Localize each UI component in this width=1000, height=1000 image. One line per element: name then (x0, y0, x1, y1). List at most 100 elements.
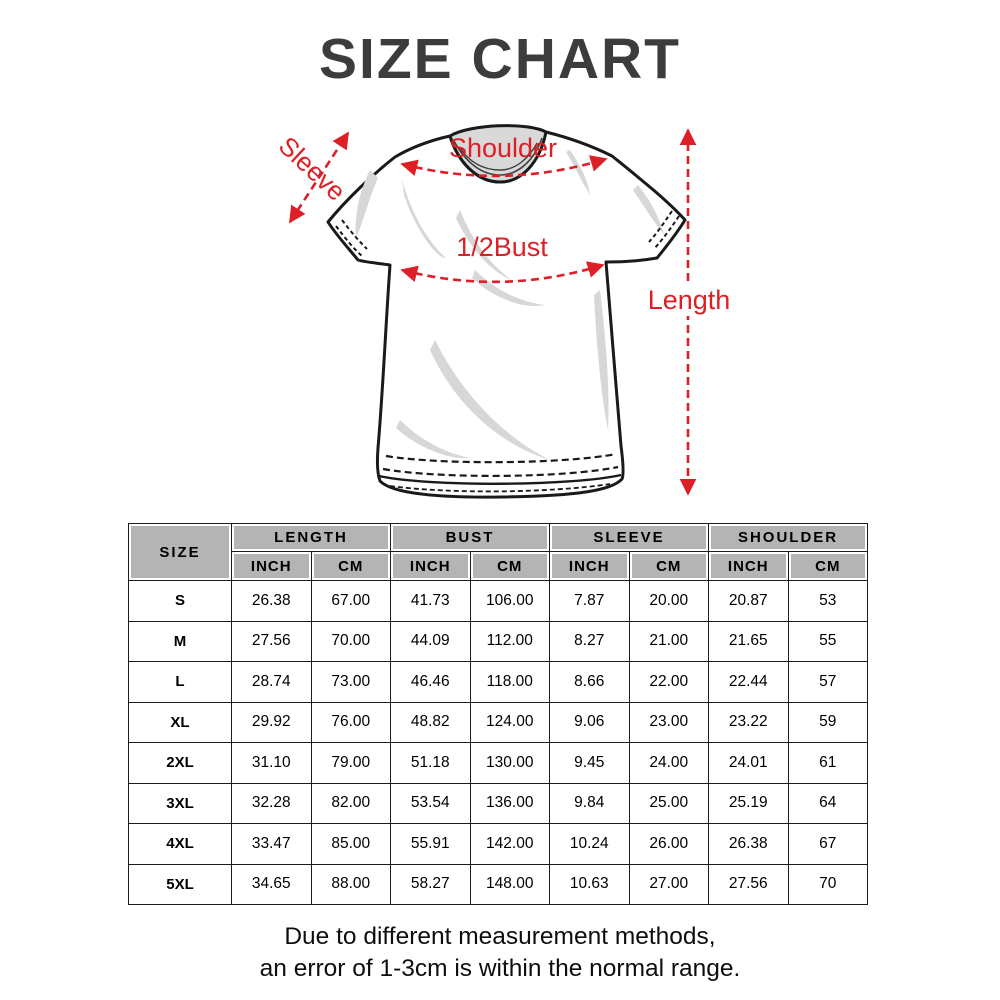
value-cell: 26.38 (231, 580, 312, 622)
value-cell: 46.46 (390, 661, 471, 703)
value-cell: 59 (787, 701, 869, 743)
size-table: SIZE LENGTH BUST SLEEVE SHOULDER INCH CM… (128, 523, 869, 905)
column-group-sleeve: SLEEVE (549, 523, 710, 552)
value-cell: 26.00 (628, 823, 710, 865)
value-cell: 26.38 (708, 823, 789, 865)
value-cell: 28.74 (231, 661, 312, 703)
value-cell: 70 (787, 863, 869, 905)
value-cell: 57 (787, 661, 869, 703)
value-cell: 136.00 (469, 782, 551, 824)
value-cell: 148.00 (469, 863, 551, 905)
value-cell: 32.28 (231, 782, 312, 824)
tshirt-measurement-diagram: Sleeve Shoulder 1/2Bust Length (250, 90, 750, 520)
tshirt-body-drawing (326, 124, 687, 499)
value-cell: 24.01 (708, 742, 789, 784)
value-cell: 10.63 (549, 863, 630, 905)
length-label: Length (648, 285, 731, 315)
shoulder-label: Shoulder (449, 133, 557, 163)
size-table-body: S 26.38 67.00 41.73 106.00 7.87 20.00 20.87 53 M 2… (128, 580, 869, 905)
value-cell: 142.00 (469, 823, 551, 865)
table-row: 4XL 33.47 85.00 55.91 142.00 10.24 26.00 26.38 6… (128, 823, 869, 865)
value-cell: 29.92 (231, 701, 312, 743)
value-cell: 67 (787, 823, 869, 865)
value-cell: 27.56 (708, 863, 789, 905)
page-title: SIZE CHART (319, 27, 681, 91)
footer-note: Due to different measurement methods, an… (0, 921, 1000, 985)
sleeve-label: Sleeve (273, 130, 352, 206)
value-cell: 21.00 (628, 620, 710, 662)
value-cell: 21.65 (708, 620, 789, 662)
table-group-header-row: SIZE LENGTH BUST SLEEVE SHOULDER (128, 523, 869, 581)
value-cell: 27.00 (628, 863, 710, 905)
value-cell: 130.00 (469, 742, 551, 784)
size-cell: XL (128, 701, 232, 743)
value-cell: 51.18 (390, 742, 471, 784)
table-row: S 26.38 67.00 41.73 106.00 7.87 20.00 20.87 53 (128, 580, 869, 622)
bust-label: 1/2Bust (456, 232, 548, 262)
value-cell: 70.00 (310, 620, 392, 662)
size-cell: L (128, 661, 232, 703)
value-cell: 48.82 (390, 701, 471, 743)
value-cell: 106.00 (469, 580, 551, 622)
value-cell: 118.00 (469, 661, 551, 703)
table-row: 2XL 31.10 79.00 51.18 130.00 9.45 24.00 24.01 61 (128, 742, 869, 784)
value-cell: 9.84 (549, 782, 630, 824)
value-cell: 8.66 (549, 661, 630, 703)
value-cell: 82.00 (310, 782, 392, 824)
value-cell: 20.00 (628, 580, 710, 622)
value-cell: 27.56 (231, 620, 312, 662)
column-header-cm: CM (310, 551, 392, 581)
table-unit-header-row: INCH CM INCH CM INCH CM INCH CM (129, 551, 869, 581)
value-cell: 76.00 (310, 701, 392, 743)
value-cell: 33.47 (231, 823, 312, 865)
table-row: L 28.74 73.00 46.46 118.00 8.66 22.00 22.44 57 (128, 661, 869, 703)
value-cell: 7.87 (549, 580, 630, 622)
value-cell: 85.00 (310, 823, 392, 865)
value-cell: 10.24 (549, 823, 630, 865)
table-row: M 27.56 70.00 44.09 112.00 8.27 21.00 21.65 55 (128, 620, 869, 662)
footer-line-2: an error of 1-3cm is within the normal r… (259, 955, 741, 982)
table-row: 3XL 32.28 82.00 53.54 136.00 9.84 25.00 25.19 64 (128, 782, 869, 824)
size-cell: M (128, 620, 232, 662)
value-cell: 23.00 (628, 701, 710, 743)
footer-line-1: Due to different measurement methods, (284, 923, 716, 950)
column-header-inch: INCH (231, 551, 312, 581)
size-table-container: SIZE LENGTH BUST SLEEVE SHOULDER INCH CM… (128, 523, 869, 905)
size-cell: 3XL (128, 782, 232, 824)
value-cell: 24.00 (628, 742, 710, 784)
value-cell: 41.73 (390, 580, 471, 622)
size-cell: 4XL (128, 823, 232, 865)
length-label-bg (647, 285, 731, 316)
value-cell: 64 (787, 782, 869, 824)
stitching (335, 210, 680, 493)
value-cell: 34.65 (231, 863, 312, 905)
column-group-shoulder: SHOULDER (708, 523, 869, 552)
value-cell: 20.87 (708, 580, 789, 622)
column-header-inch: INCH (708, 551, 789, 581)
tshirt-illustration: Sleeve Shoulder 1/2Bust Length (273, 124, 731, 499)
value-cell: 79.00 (310, 742, 392, 784)
column-header-size: SIZE (128, 523, 232, 581)
value-cell: 22.44 (708, 661, 789, 703)
value-cell: 67.00 (310, 580, 392, 622)
table-row: 5XL 34.65 88.00 58.27 148.00 10.63 27.00 27.56 7… (128, 863, 869, 905)
size-cell: 2XL (128, 742, 232, 784)
column-header-cm: CM (787, 551, 869, 581)
column-group-length: LENGTH (230, 523, 392, 552)
value-cell: 23.22 (708, 701, 789, 743)
value-cell: 22.00 (628, 661, 710, 703)
column-header-cm: CM (628, 551, 710, 581)
value-cell: 53.54 (390, 782, 471, 824)
value-cell: 44.09 (390, 620, 471, 662)
value-cell: 9.45 (549, 742, 630, 784)
value-cell: 73.00 (310, 661, 392, 703)
value-cell: 8.27 (549, 620, 630, 662)
size-cell: 5XL (128, 863, 232, 905)
value-cell: 55.91 (390, 823, 471, 865)
size-cell: S (128, 580, 232, 622)
value-cell: 25.00 (628, 782, 710, 824)
value-cell: 58.27 (390, 863, 471, 905)
column-group-bust: BUST (390, 523, 551, 552)
sleeve-arrow (288, 131, 350, 224)
value-cell: 88.00 (310, 863, 392, 905)
